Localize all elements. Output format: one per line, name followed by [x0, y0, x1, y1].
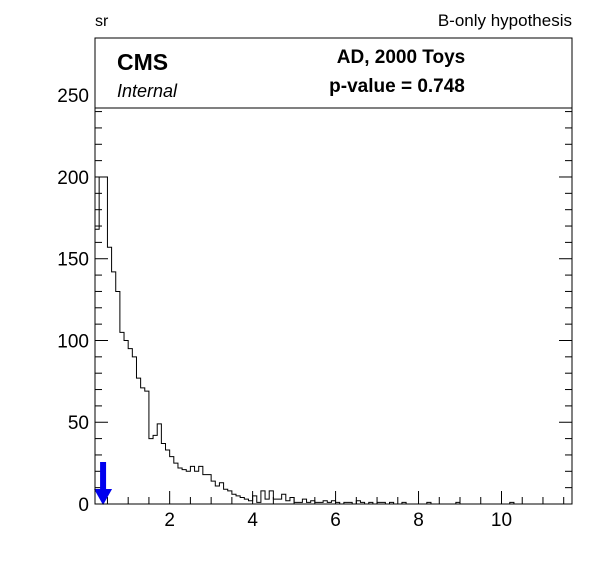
histogram-bin [120, 332, 124, 504]
histogram-bin [232, 494, 236, 504]
y-tick-label: 0 [78, 495, 89, 516]
observed-value-arrow-icon [94, 462, 113, 505]
histogram-bin [265, 499, 269, 504]
histogram-bin [99, 177, 103, 504]
arrow-shaft [100, 462, 107, 491]
histogram-bin [282, 494, 286, 504]
x-tick-label: 2 [164, 510, 175, 531]
histogram-bin [244, 499, 248, 504]
histogram-bin [178, 468, 182, 504]
legend-box [94, 37, 573, 109]
y-tick-label: 200 [57, 168, 89, 189]
histogram-bin [195, 471, 199, 504]
histogram-bin [145, 391, 149, 504]
histogram-bin [103, 177, 107, 504]
histogram-bin [149, 439, 153, 504]
internal-label: Internal [117, 81, 178, 101]
histogram-bin [182, 470, 186, 504]
histogram-bin [153, 435, 157, 504]
histogram-bin [278, 499, 282, 504]
histogram-bin [166, 450, 170, 504]
histogram-outline [94, 176, 572, 505]
histogram-bin [116, 291, 120, 504]
histogram-bin [190, 466, 194, 504]
y-tick-label: 250 [57, 86, 89, 107]
x-tick-label: 8 [413, 510, 424, 531]
histogram-bins [95, 177, 514, 504]
histogram-bin [253, 496, 257, 504]
histogram-bin [273, 499, 277, 504]
histogram-bin [269, 491, 273, 504]
histogram-bin [228, 491, 232, 504]
histogram-bin [107, 247, 111, 504]
histogram-bin [132, 357, 136, 504]
histogram-bin [224, 489, 228, 504]
y-tick-label: 100 [57, 331, 89, 352]
histogram-bin [302, 499, 306, 504]
histogram-bin [236, 496, 240, 504]
histogram-bin [211, 481, 215, 504]
histogram-bin [161, 444, 165, 504]
histogram-bin [203, 475, 207, 504]
histogram-bin [186, 471, 190, 504]
x-tick-label: 10 [491, 510, 512, 531]
pvalue-label: p-value = 0.748 [329, 76, 465, 97]
histogram-bin [95, 229, 99, 504]
histogram-bin [290, 497, 294, 504]
histogram-bin [128, 349, 132, 504]
header-left-label: sr [95, 13, 109, 30]
x-tick-label: 6 [330, 510, 341, 531]
histogram-bin [240, 497, 244, 504]
histogram-bin [207, 475, 211, 504]
header-right-label: B-only hypothesis [438, 11, 572, 30]
histogram-bin [261, 491, 265, 504]
cms-label: CMS [117, 49, 168, 75]
x-tick-label: 4 [247, 510, 258, 531]
histogram-bin [136, 378, 140, 504]
histogram-bin [170, 457, 174, 504]
histogram-bin [199, 466, 203, 504]
histogram-bin [112, 272, 116, 504]
histogram-bin [124, 340, 128, 504]
plot-frame [94, 37, 573, 505]
histogram-bin [215, 486, 219, 504]
test-label: AD, 2000 Toys [337, 47, 465, 68]
y-tick-label: 150 [57, 250, 89, 271]
histogram-bin [141, 388, 145, 504]
histogram-bin [219, 483, 223, 504]
histogram-bin [174, 463, 178, 504]
histogram-bin [157, 424, 161, 504]
y-tick-label: 50 [68, 413, 89, 434]
arrow-head [94, 489, 113, 505]
